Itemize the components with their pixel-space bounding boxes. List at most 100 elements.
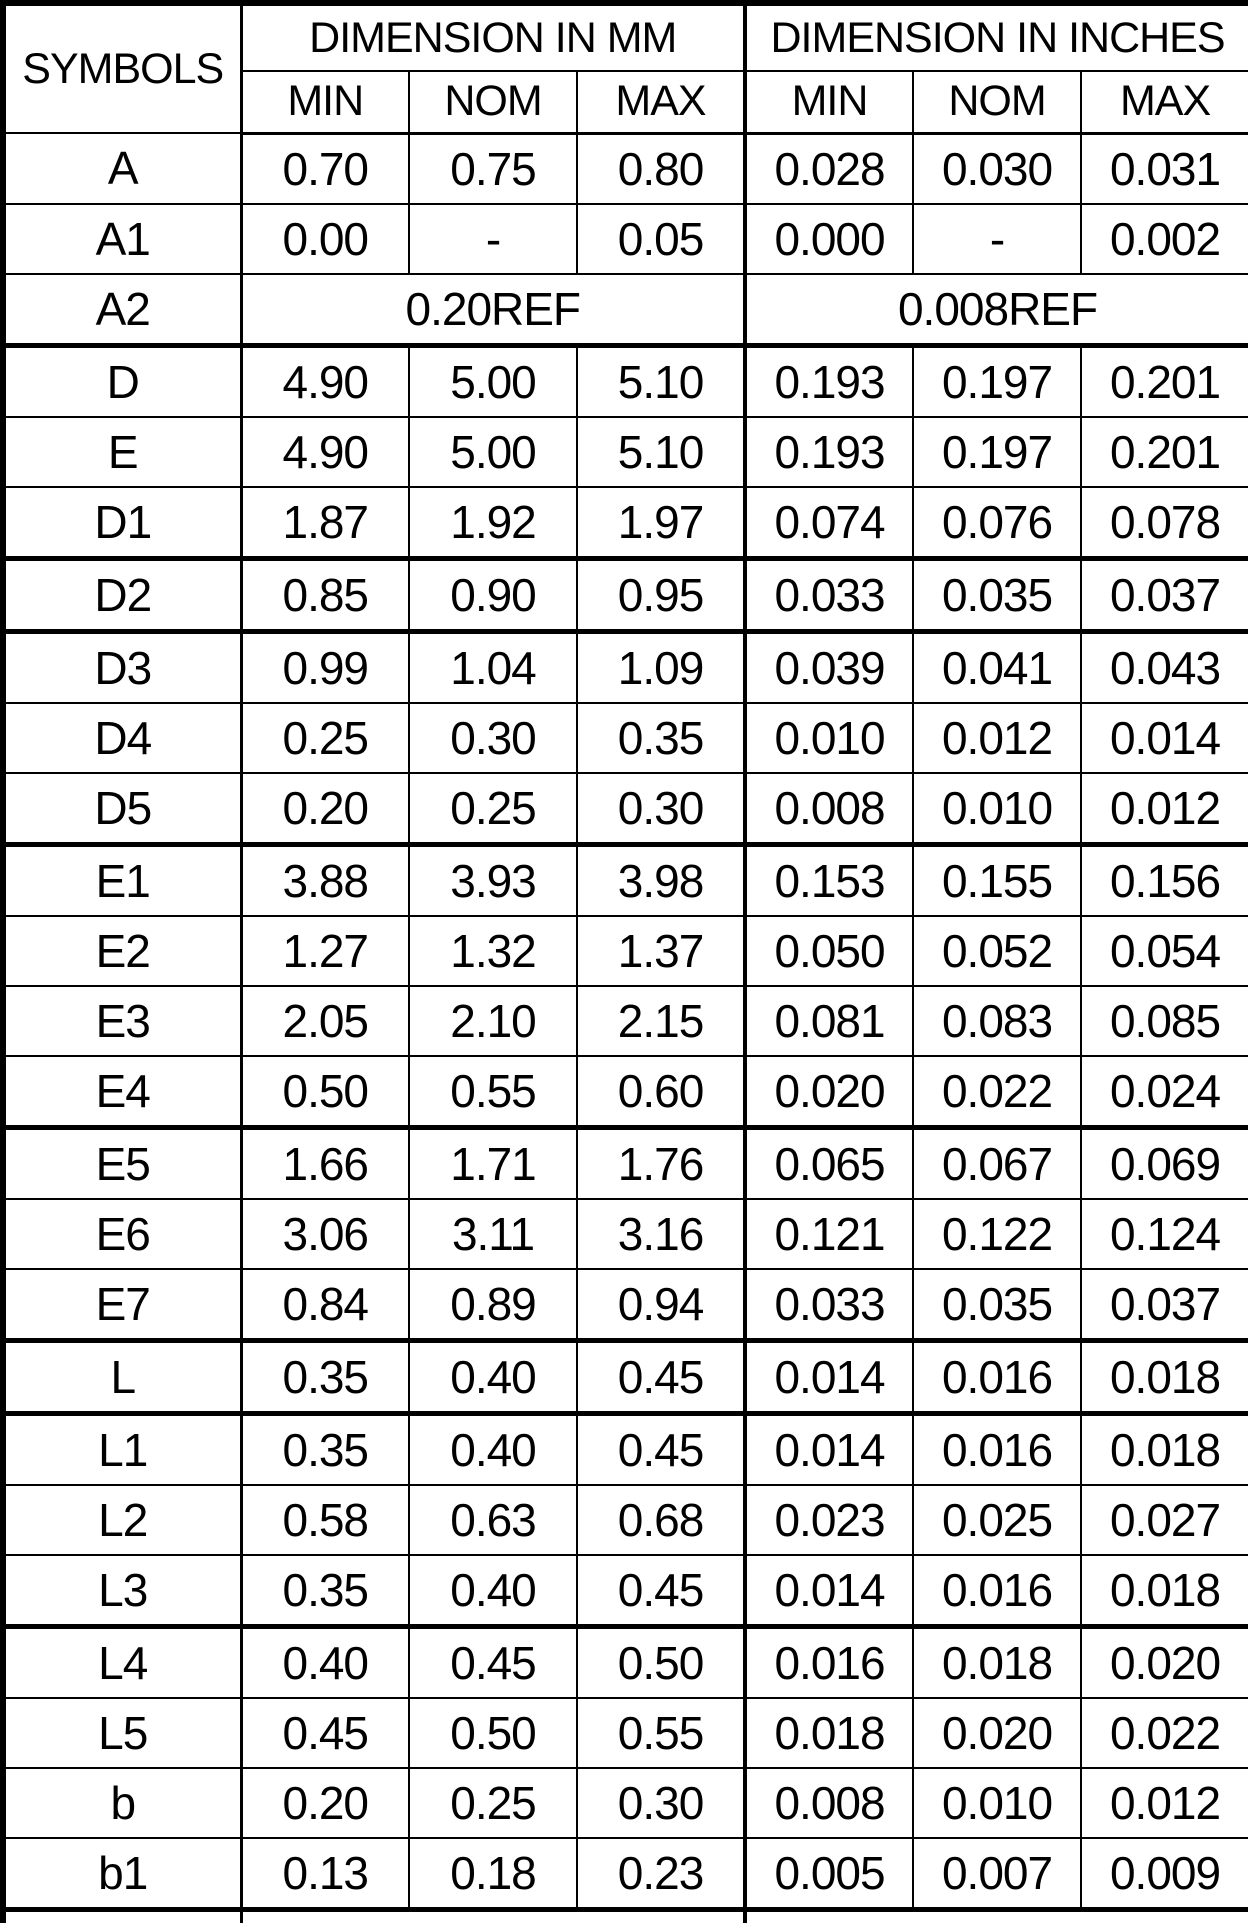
symbol-cell: L2 (2, 1483, 243, 1556)
value-cell: 1.27 (240, 914, 410, 987)
value-cell: 3.06 (240, 1197, 410, 1270)
value-cell: 0.008 (744, 771, 915, 845)
value-cell: 0.35 (240, 1553, 410, 1627)
value-cell: 5.10 (575, 342, 748, 418)
value-cell: 1.97 (575, 485, 748, 559)
value-cell: 0.193 (744, 415, 915, 488)
value-cell: 0.025 (912, 1483, 1083, 1556)
value-cell: 0.121 (744, 1197, 915, 1270)
value-cell: 0.014 (744, 1337, 915, 1414)
value-cell: 0.197 (912, 342, 1083, 418)
value-cell: 0.037 (1080, 555, 1248, 632)
value-cell: 0.020 (912, 1696, 1083, 1769)
table-row: b1 0.13 0.18 0.23 0.005 0.007 0.009 (2, 1836, 1248, 1910)
table-row: D1 1.87 1.92 1.97 0.074 0.076 0.078 (2, 485, 1248, 559)
value-cell: 3.11 (408, 1197, 578, 1270)
symbol-cell: L5 (2, 1696, 243, 1769)
value-cell: 0.014 (1080, 701, 1248, 774)
value-cell: 0.052 (912, 914, 1083, 987)
value-cell: 0.50 (408, 1696, 578, 1769)
value-cell: 0.20 (240, 1766, 410, 1839)
symbol-cell: E3 (2, 984, 243, 1057)
value-cell: 2.10 (408, 984, 578, 1057)
value-cell: 1.32 (408, 914, 578, 987)
header-group-row: SYMBOLS DIMENSION IN MM DIMENSION IN INC… (2, 2, 1248, 134)
table-row: D2 0.85 0.90 0.95 0.033 0.035 0.037 (2, 555, 1248, 632)
symbol-cell: A1 (2, 202, 243, 275)
value-cell: 0.13 (240, 1836, 410, 1910)
table-row: b 0.20 0.25 0.30 0.008 0.010 0.012 (2, 1766, 1248, 1839)
value-cell: 0.25 (240, 701, 410, 774)
symbol-cell: A2 (2, 272, 243, 346)
value-cell: 0.60 (575, 1054, 748, 1128)
value-cell: 0.35 (575, 701, 748, 774)
value-cell: 0.018 (1080, 1410, 1248, 1486)
value-cell: 0.014 (744, 1553, 915, 1627)
symbol-cell: D2 (2, 555, 243, 632)
value-cell: 0.94 (575, 1267, 748, 1341)
value-cell: 1.76 (575, 1124, 748, 1200)
value-cell: 0.18 (408, 1836, 578, 1910)
table-row: E4 0.50 0.55 0.60 0.020 0.022 0.024 (2, 1054, 1248, 1128)
value-cell: 0.069 (1080, 1124, 1248, 1200)
value-cell: 0.018 (912, 1623, 1083, 1699)
value-cell: 0.035 (912, 1267, 1083, 1341)
value-cell: 0.85 (240, 555, 410, 632)
value-cell: 0.030 (912, 132, 1083, 205)
value-cell: 0.197 (912, 415, 1083, 488)
value-cell: 3.16 (575, 1197, 748, 1270)
value-cell: 0.016 (912, 1337, 1083, 1414)
value-cell: 0.155 (912, 841, 1083, 917)
value-cell: 0.002 (1080, 202, 1248, 275)
symbol-cell: E2 (2, 914, 243, 987)
symbol-cell: L (2, 1337, 243, 1414)
value-cell: 0.074 (744, 485, 915, 559)
header-nom-mm: NOM (408, 70, 578, 135)
value-cell: 3.98 (575, 841, 748, 917)
value-cell: 0.45 (575, 1337, 748, 1414)
value-cell: 1.87 (240, 485, 410, 559)
header-dimension-mm: DIMENSION IN MM (239, 2, 748, 72)
value-cell: 0.007 (912, 1836, 1083, 1910)
value-cell: 5.00 (408, 342, 578, 418)
value-cell: 0.99 (240, 628, 410, 704)
value-cell: 0.008 (744, 1766, 915, 1839)
value-cell: 1.92 (408, 485, 578, 559)
inches-merged-value-cell: 0.020BSC (744, 1906, 1248, 1923)
value-cell: 0.009 (1080, 1836, 1248, 1910)
value-cell: 0.028 (744, 132, 915, 205)
value-cell: 0.30 (575, 771, 748, 845)
table-row: D3 0.99 1.04 1.09 0.039 0.041 0.043 (2, 628, 1248, 704)
table-row: E3 2.05 2.10 2.15 0.081 0.083 0.085 (2, 984, 1248, 1057)
value-cell: 0.010 (912, 1766, 1083, 1839)
value-cell: 2.05 (240, 984, 410, 1057)
symbol-cell: D5 (2, 771, 243, 845)
table-row: L3 0.35 0.40 0.45 0.014 0.016 0.018 (2, 1553, 1248, 1627)
value-cell: 0.010 (744, 701, 915, 774)
table-row: A1 0.00-0.05 0.000-0.002 (2, 202, 1248, 275)
value-cell: 0.30 (575, 1766, 748, 1839)
value-cell: 0.23 (575, 1836, 748, 1910)
value-cell: 0.68 (575, 1483, 748, 1556)
header-max-mm: MAX (575, 70, 748, 135)
header-max-inches: MAX (1080, 70, 1248, 135)
value-cell: 0.043 (1080, 628, 1248, 704)
value-cell: 0.00 (240, 202, 410, 275)
value-cell: 0.40 (408, 1410, 578, 1486)
value-cell: 5.10 (575, 415, 748, 488)
value-cell: 0.40 (408, 1337, 578, 1414)
value-cell: 0.065 (744, 1124, 915, 1200)
symbol-cell: L1 (2, 1410, 243, 1486)
value-cell: 0.63 (408, 1483, 578, 1556)
value-cell: 0.033 (744, 555, 915, 632)
table-row: E2 1.27 1.32 1.37 0.050 0.052 0.054 (2, 914, 1248, 987)
value-cell: 0.014 (744, 1410, 915, 1486)
value-cell: 0.012 (1080, 1766, 1248, 1839)
table-row: E 4.90 5.00 5.10 0.193 0.197 0.201 (2, 415, 1248, 488)
value-cell: 0.193 (744, 342, 915, 418)
table-row: D 4.90 5.00 5.10 0.193 0.197 0.201 (2, 342, 1248, 418)
value-cell: 0.035 (912, 555, 1083, 632)
value-cell: - (408, 202, 578, 275)
